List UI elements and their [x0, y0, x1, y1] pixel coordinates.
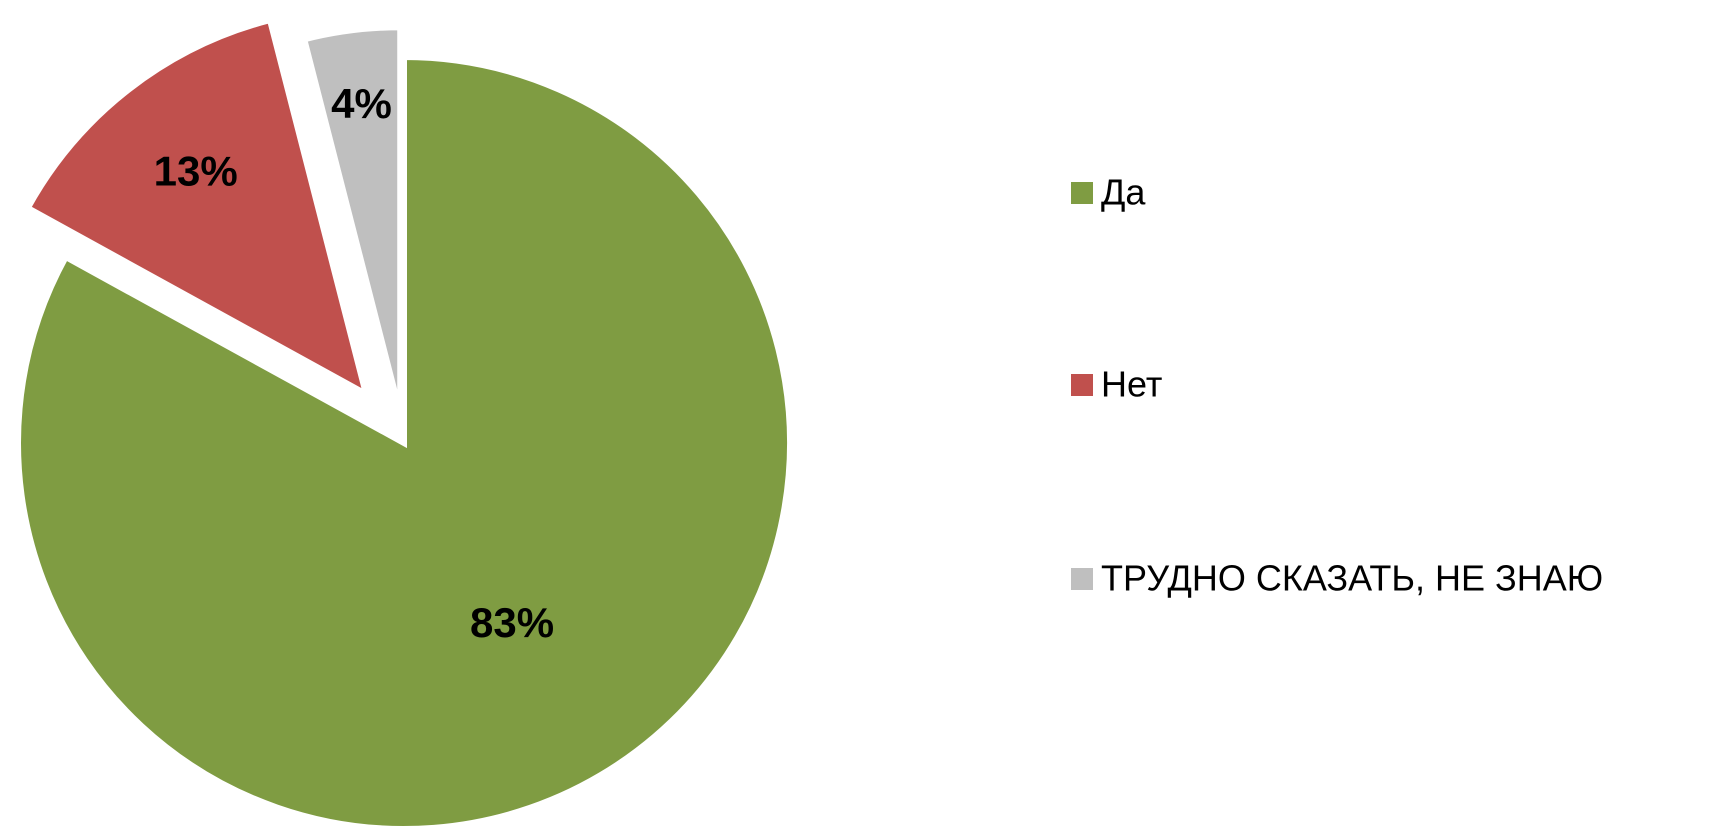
legend-swatch — [1071, 182, 1093, 204]
legend-label: Да — [1101, 172, 1146, 213]
legend-label: ТРУДНО СКАЗАТЬ, НЕ ЗНАЮ — [1101, 558, 1603, 599]
pie-slice — [300, 24, 404, 414]
legend-label: Нет — [1101, 364, 1162, 405]
pie-slice — [23, 16, 371, 400]
pie-slice — [15, 53, 793, 830]
data-label: 13% — [154, 148, 238, 195]
legend-swatch — [1071, 568, 1093, 590]
data-label: 4% — [331, 80, 392, 127]
legend-swatch — [1071, 374, 1093, 396]
data-label: 83% — [470, 599, 554, 646]
